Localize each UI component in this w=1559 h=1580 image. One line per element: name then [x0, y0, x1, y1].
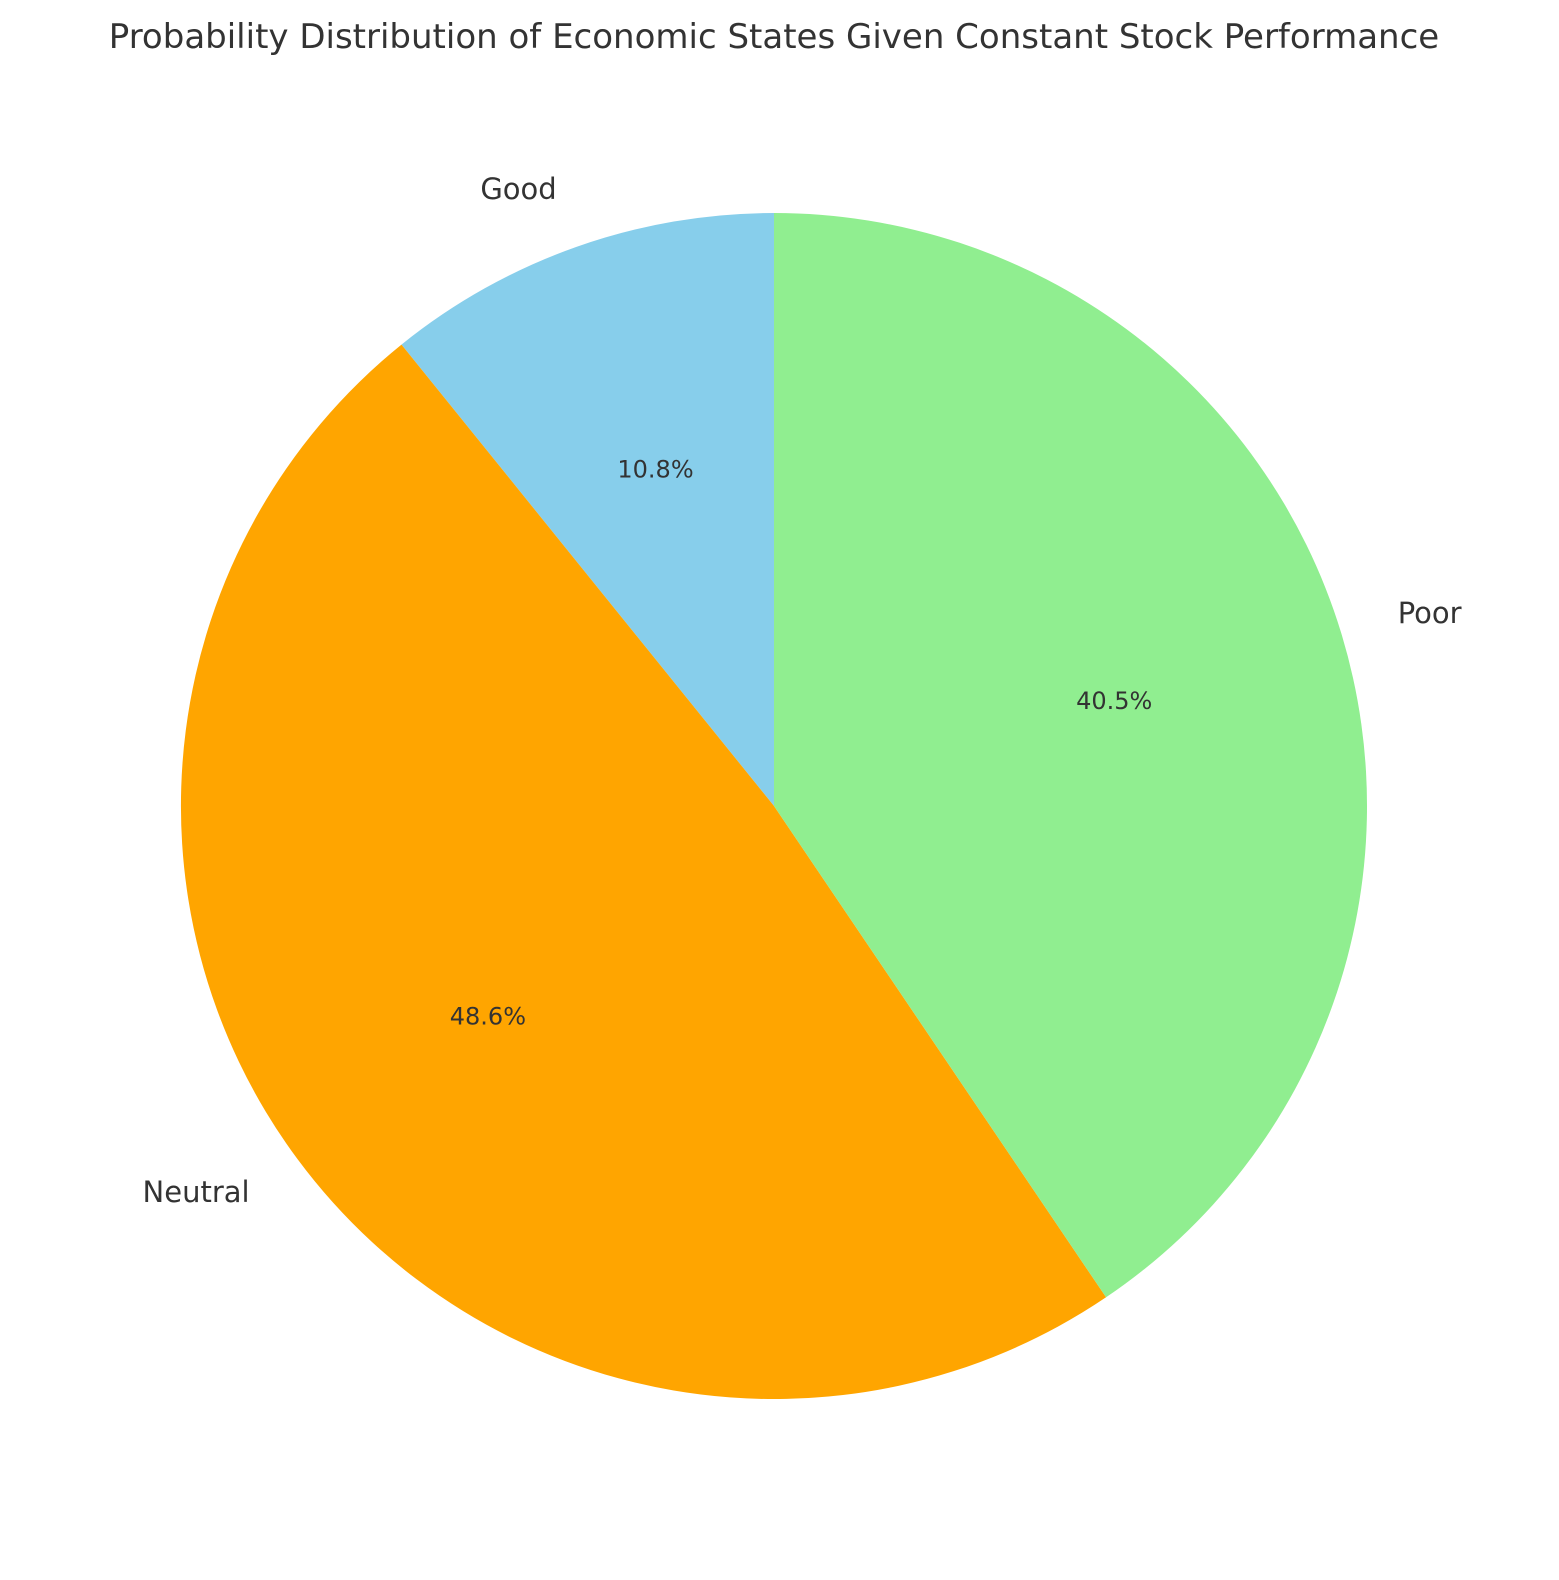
slice-percent-neutral: 48.6% [450, 1003, 526, 1031]
slice-label-neutral: Neutral [143, 1175, 250, 1209]
pie-slice-neutral [180, 344, 1107, 1400]
slice-percent-poor: 40.5% [1076, 687, 1152, 715]
pie-slices [180, 213, 1368, 1400]
pie-slice-poor [774, 213, 1368, 1298]
pie-labels: Good 10.8% Neutral 48.6% Poor 40.5% [143, 172, 1462, 1209]
slice-percent-good: 10.8% [617, 456, 693, 484]
pie-slice-good [401, 213, 774, 806]
chart-title: Probability Distribution of Economic Sta… [109, 17, 1439, 57]
slice-label-good: Good [480, 172, 556, 206]
slice-label-poor: Poor [1398, 596, 1462, 630]
